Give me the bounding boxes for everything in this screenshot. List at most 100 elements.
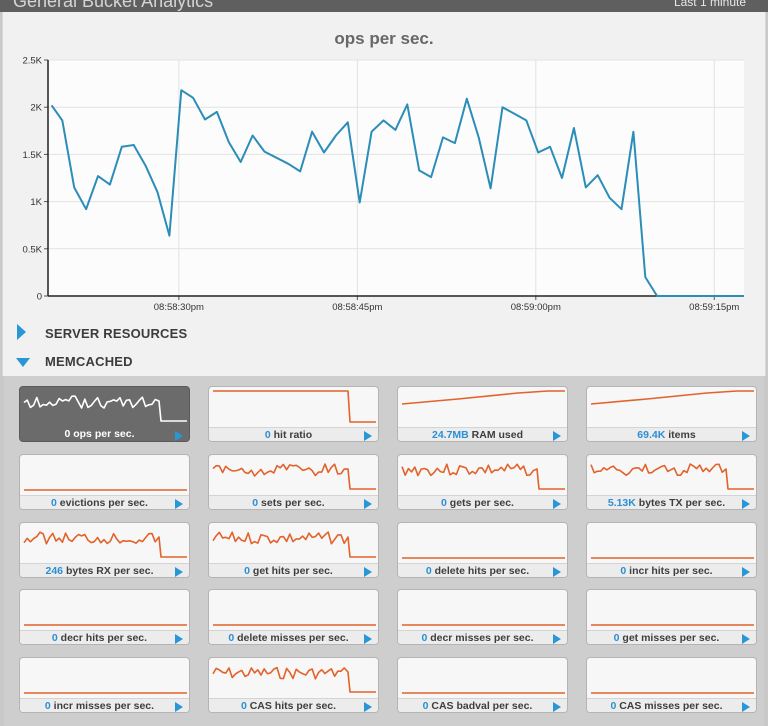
expand-arrow-icon[interactable] (742, 567, 750, 577)
tile-caption: 0 incr hits per sec. (587, 563, 756, 577)
stat-tile[interactable]: 69.4K items (586, 386, 757, 442)
stat-tile[interactable]: 0 CAS hits per sec. (208, 657, 379, 713)
sparkline (402, 692, 565, 694)
stat-tile[interactable]: 0 evictions per sec. (19, 454, 190, 510)
tile-label: incr misses per sec. (50, 700, 155, 712)
expand-arrow-icon[interactable] (553, 702, 561, 712)
tile-label: sets per sec. (258, 497, 325, 509)
stat-tile[interactable]: 0 delete hits per sec. (397, 522, 568, 578)
tile-value: 0 (620, 565, 627, 577)
ops-per-sec-chart: 0 0.5K 1K 1.5K 2K 2.5K 08:58:30pm 08:58:45pm 08:… (22, 56, 744, 313)
collapse-arrow-icon (16, 358, 30, 367)
sparkline (212, 463, 376, 490)
sparkline-path (213, 390, 376, 423)
stat-tile[interactable]: 0 get hits per sec. (208, 522, 379, 578)
tile-value: 0 (613, 632, 620, 644)
stat-tile[interactable]: 0 CAS misses per sec. (586, 657, 757, 713)
tile-value: 0 (441, 497, 447, 509)
sparkline-path (401, 390, 565, 405)
sparkline (402, 624, 565, 626)
stat-tile[interactable]: 246 bytes RX per sec. (19, 522, 190, 578)
stat-tile[interactable]: 0 sets per sec. (208, 454, 379, 510)
tile-label: CAS hits per sec. (246, 700, 337, 712)
expand-arrow-icon[interactable] (175, 499, 183, 509)
expand-arrow-icon[interactable] (553, 634, 561, 644)
tile-label: decr misses per sec. (427, 632, 534, 644)
stat-tile[interactable]: 0 incr misses per sec. (19, 657, 190, 713)
stat-tile[interactable]: 0 get misses per sec. (586, 589, 757, 645)
expand-arrow-icon[interactable] (364, 634, 372, 644)
section-memcached[interactable]: MEMCACHED (2, 348, 766, 376)
y-tick-label: 1K (30, 197, 42, 208)
expand-arrow-icon[interactable] (175, 567, 183, 577)
sparkline-path (212, 531, 376, 558)
section-server-resources[interactable]: SERVER RESOURCES (2, 320, 766, 348)
expand-arrow-icon[interactable] (364, 431, 372, 441)
sparkline (212, 531, 376, 558)
sparkline-path (23, 395, 187, 422)
stat-tile[interactable]: 0 decr misses per sec. (397, 589, 568, 645)
sparkline (23, 531, 187, 558)
main-chart-panel: ops per sec. 0 0.5K 1K 1.5K 2K 2.5K 08:58:30pm… (2, 12, 766, 320)
x-tick-label: 08:59:15pm (689, 302, 739, 313)
sparkline-path (23, 531, 187, 558)
expand-arrow-icon[interactable] (553, 567, 561, 577)
tile-value: 0 (422, 700, 429, 712)
tile-label: bytes TX per sec. (635, 497, 726, 509)
sparkline (213, 624, 376, 626)
tile-label: get hits per sec. (249, 565, 333, 577)
tile-value: 0 (228, 632, 235, 644)
stat-tile[interactable]: 0 CAS badval per sec. (397, 657, 568, 713)
tile-value: 0 (244, 565, 250, 577)
expand-arrow-icon[interactable] (553, 499, 561, 509)
x-tick-label: 08:58:45pm (332, 302, 382, 313)
expand-arrow-icon[interactable] (175, 431, 183, 441)
tile-caption: 0 incr misses per sec. (20, 698, 189, 712)
sparkline-path (401, 463, 565, 490)
time-range-selector[interactable]: Last 1 minute (673, 0, 746, 9)
expand-arrow-icon[interactable] (742, 634, 750, 644)
expand-arrow-icon[interactable] (364, 567, 372, 577)
tile-label: incr hits per sec. (626, 565, 713, 577)
sparkline (591, 624, 754, 626)
stat-tile[interactable]: 0 delete misses per sec. (208, 589, 379, 645)
stat-tile[interactable]: 0 gets per sec. (397, 454, 568, 510)
sparkline (23, 395, 187, 422)
tile-value: 0 (44, 700, 51, 712)
y-tick-label: 1.5K (22, 150, 42, 161)
expand-arrow-icon[interactable] (742, 431, 750, 441)
tile-caption: 0 delete hits per sec. (398, 563, 567, 577)
stat-tile[interactable]: 24.7MB RAM used (397, 386, 568, 442)
expand-arrow-icon (17, 324, 26, 340)
expand-arrow-icon[interactable] (742, 702, 750, 712)
stat-tile[interactable]: 0 incr hits per sec. (586, 522, 757, 578)
stat-tile[interactable]: 0 decr hits per sec. (19, 589, 190, 645)
tile-caption: 0 delete misses per sec. (209, 630, 378, 644)
expand-arrow-icon[interactable] (364, 702, 372, 712)
y-tick-label: 2.5K (22, 56, 42, 67)
tile-caption: 0 get misses per sec. (587, 630, 756, 644)
tile-label: delete misses per sec. (234, 632, 349, 644)
expand-arrow-icon[interactable] (175, 634, 183, 644)
sparkline-path (590, 390, 754, 405)
tile-value: 0 (425, 565, 432, 577)
sparkline (212, 666, 376, 693)
expand-arrow-icon[interactable] (364, 499, 372, 509)
tile-label: bytes RX per sec. (63, 565, 154, 577)
tile-label: delete hits per sec. (431, 565, 530, 577)
expand-arrow-icon[interactable] (553, 431, 561, 441)
y-tick-label: 2K (30, 103, 42, 114)
sparkline (24, 489, 187, 491)
sparkline (24, 692, 187, 694)
tile-value: 0 (610, 700, 617, 712)
expand-arrow-icon[interactable] (175, 702, 183, 712)
stat-tile[interactable]: 0 ops per sec. (19, 386, 190, 442)
stat-tile[interactable]: 0 hit ratio (208, 386, 379, 442)
tile-value: 0 (240, 700, 247, 712)
tile-label: get misses per sec. (619, 632, 720, 644)
expand-arrow-icon[interactable] (742, 499, 750, 509)
sparkline-path (212, 666, 376, 693)
y-tick-label: 0 (37, 292, 42, 303)
stat-tile[interactable]: 5.13K bytes TX per sec. (586, 454, 757, 510)
sparkline-path (212, 463, 376, 490)
